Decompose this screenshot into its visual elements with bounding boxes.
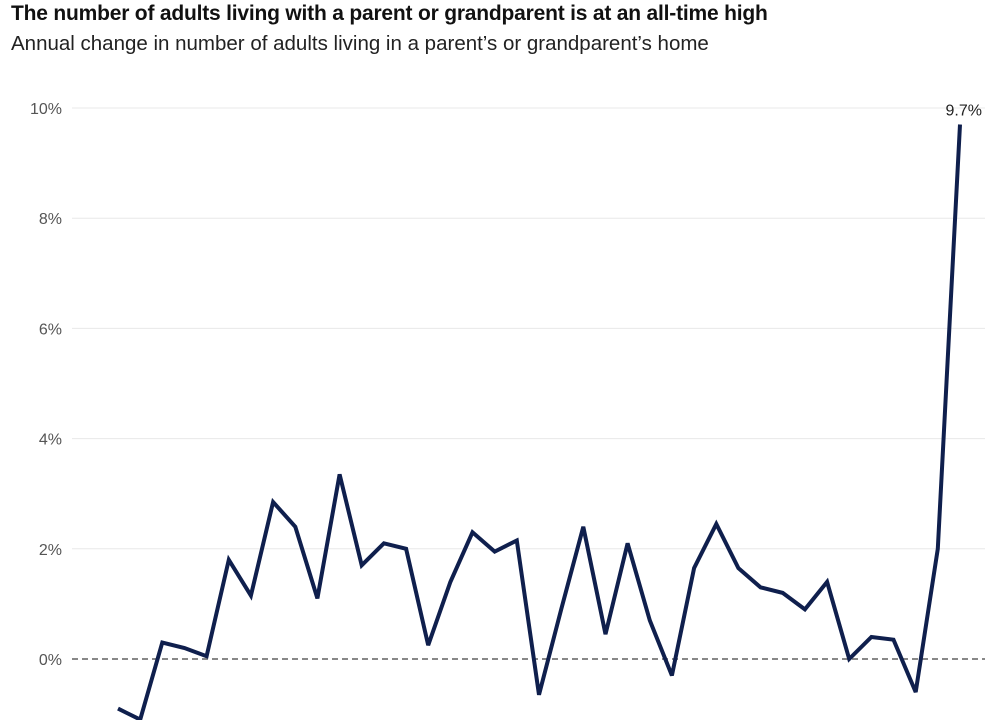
data-point: [869, 635, 873, 639]
end-value-label: 9.7%: [946, 103, 982, 120]
data-point: [936, 547, 940, 551]
gridlines: [72, 107, 985, 660]
data-point: [914, 690, 918, 694]
data-point: [670, 674, 674, 678]
data-point: [759, 585, 763, 589]
data-point: [182, 646, 186, 650]
series-layer: [116, 123, 962, 720]
data-point: [825, 580, 829, 584]
data-point: [227, 558, 231, 562]
data-point: [360, 563, 364, 567]
data-point: [603, 632, 607, 636]
data-point: [714, 522, 718, 526]
data-point: [271, 500, 275, 504]
data-point: [315, 596, 319, 600]
data-point: [205, 654, 209, 658]
data-point: [537, 693, 541, 697]
data-point: [448, 580, 452, 584]
data-point: [958, 123, 962, 127]
y-tick-label: 8%: [39, 211, 62, 228]
data-point: [559, 607, 563, 611]
data-point: [692, 566, 696, 570]
y-tick-label: 0%: [39, 652, 62, 669]
data-point: [493, 550, 497, 554]
y-tick-label: 4%: [39, 432, 62, 449]
data-point: [736, 566, 740, 570]
data-point: [648, 618, 652, 622]
y-tick-label: 6%: [39, 321, 62, 338]
data-point: [404, 547, 408, 551]
data-point: [160, 640, 164, 644]
data-point: [338, 472, 342, 476]
data-point: [382, 541, 386, 545]
annotations: 9.7%: [946, 103, 982, 120]
data-point: [515, 539, 519, 543]
data-point: [426, 643, 430, 647]
data-point: [626, 541, 630, 545]
y-axis: 0% 2% 4% 6% 8% 10%: [30, 101, 62, 669]
chart-subtitle: Annual change in number of adults living…: [11, 32, 709, 55]
data-point: [581, 525, 585, 529]
chart-title: The number of adults living with a paren…: [11, 2, 768, 25]
data-point: [803, 607, 807, 611]
series-line: [117, 124, 962, 720]
data-point: [781, 591, 785, 595]
y-tick-label: 10%: [30, 101, 62, 118]
data-point: [892, 638, 896, 642]
data-point: [471, 530, 475, 534]
data-point: [116, 707, 120, 711]
data-point: [249, 594, 253, 598]
y-tick-label: 2%: [39, 542, 62, 559]
data-point: [293, 525, 297, 529]
data-point: [847, 657, 851, 661]
